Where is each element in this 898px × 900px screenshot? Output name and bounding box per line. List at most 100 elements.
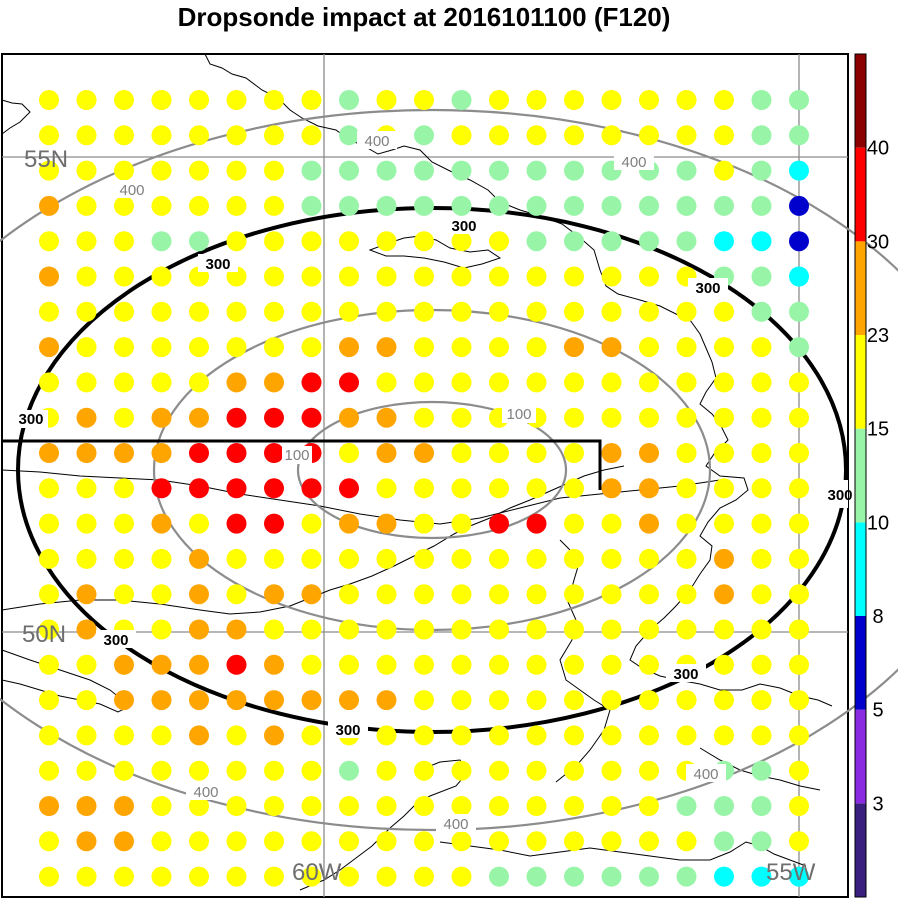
impact-dot [301,90,322,110]
impact-dot [789,372,809,393]
impact-dot [714,301,734,322]
impact-dot [526,125,547,146]
impact-dot [189,231,209,252]
impact-dot [639,548,659,569]
impact-dot [114,654,134,675]
impact-dot [639,231,659,252]
impact-dot [526,831,547,852]
impact-dot [76,584,97,605]
impact-dot [339,443,359,463]
impact-dot [489,513,509,534]
impact-dot [339,690,359,711]
impact-dot [676,372,697,393]
impact-dot [189,725,209,746]
impact-dot [601,443,622,463]
colorbar-label: 3 [872,793,883,815]
impact-dot [151,372,172,393]
impact-dot [639,619,659,640]
impact-dot [39,690,59,711]
impact-dot [789,266,809,287]
impact-dot [639,443,659,463]
impact-dot [489,372,509,393]
impact-dot [564,372,584,393]
impact-dot [189,301,209,322]
impact-dot [226,619,247,640]
impact-dot [39,584,59,605]
impact-dot [489,760,509,781]
impact-dot [564,760,584,781]
impact-dot [414,266,434,287]
impact-dot [39,125,59,146]
impact-dot [601,478,622,499]
impact-dot [526,548,547,569]
impact-dot [39,548,59,569]
impact-dot [489,231,509,252]
impact-dot [39,478,59,499]
impact-dot [676,301,697,322]
impact-dot [301,372,322,393]
impact-dot [151,584,172,605]
impact-dot [601,796,622,816]
impact-dot [751,231,772,252]
impact-dot [639,725,659,746]
impact-dot [564,866,584,887]
colorbar-segment [855,803,866,897]
impact-dot [264,407,284,428]
impact-dot [751,513,772,534]
colorbar-segment [855,709,866,804]
impact-dot [526,266,547,287]
impact-dot [264,548,284,569]
impact-dot [564,654,584,675]
impact-dot [339,478,359,499]
impact-dot [526,195,547,216]
impact-dot [601,654,622,675]
impact-dot [676,478,697,499]
impact-dot [151,796,172,816]
impact-dot [676,725,697,746]
impact-dot [564,337,584,358]
impact-dot [376,337,397,358]
impact-dot [76,195,97,216]
impact-dot [714,584,734,605]
impact-dot [301,619,322,640]
impact-dot [39,866,59,887]
impact-dot [376,372,397,393]
impact-dot [789,619,809,640]
impact-dot [39,90,59,110]
impact-dot [339,584,359,605]
impact-dot [601,760,622,781]
impact-dot [414,160,434,181]
impact-dot [751,160,772,181]
impact-dot [789,725,809,746]
impact-dot [564,690,584,711]
impact-dot [789,866,809,887]
contour-400 [0,109,898,831]
impact-dot [339,619,359,640]
impact-dot [39,831,59,852]
contour-label-400f: 400 [693,766,718,783]
impact-dot [114,372,134,393]
impact-dot [751,266,772,287]
impact-dot [489,478,509,499]
impact-dot [751,407,772,428]
impact-dot [639,407,659,428]
impact-dot [714,407,734,428]
impact-dot [489,90,509,110]
impact-dot [151,301,172,322]
impact-dot [676,160,697,181]
impact-dot [789,478,809,499]
impact-dot [751,443,772,463]
impact-dot [189,548,209,569]
impact-dot [339,548,359,569]
contour-label-400d: 400 [193,784,218,801]
impact-dot [789,831,809,852]
impact-dot [451,619,472,640]
impact-dot [451,866,472,887]
impact-dot [639,125,659,146]
impact-dot [114,407,134,428]
impact-dot [301,337,322,358]
impact-dot [39,195,59,216]
impact-dot [376,478,397,499]
impact-dot [789,407,809,428]
impact-dot [789,654,809,675]
